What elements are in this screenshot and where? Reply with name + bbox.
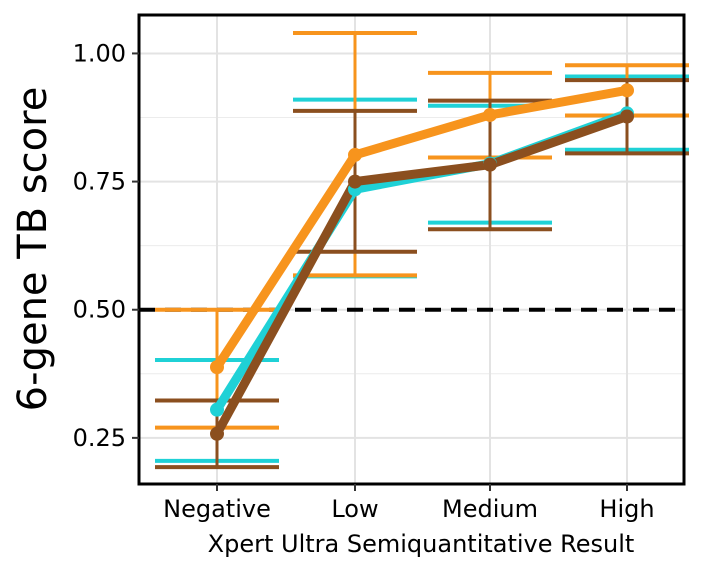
y-tick-label: 0.25 — [73, 424, 126, 452]
y-axis-title: 6-gene TB score — [10, 87, 56, 412]
data-point — [483, 107, 497, 122]
data-point — [348, 147, 362, 162]
x-axis: Negative Low Medium High — [163, 484, 655, 523]
x-axis-title: Xpert Ultra Semiquantitative Result — [208, 530, 635, 558]
data-point — [210, 402, 224, 417]
x-tick-label: Medium — [442, 495, 538, 523]
y-tick-label: 0.75 — [73, 168, 126, 196]
x-tick-label: Negative — [163, 495, 271, 523]
data-point — [483, 157, 497, 172]
x-tick-label: Low — [331, 495, 378, 523]
data-point — [620, 83, 634, 98]
data-point — [210, 426, 224, 441]
plot-frame — [137, 13, 686, 486]
data-point — [210, 360, 224, 375]
y-tick-label: 1.00 — [73, 39, 126, 67]
series-line — [212, 111, 632, 439]
y-axis: 0.25 0.50 0.75 1.00 — [73, 39, 139, 452]
data-point — [620, 109, 634, 124]
series-points — [210, 83, 634, 441]
data-point — [348, 174, 362, 189]
series-lines — [212, 85, 632, 439]
x-tick-label: High — [599, 495, 654, 523]
y-tick-label: 0.50 — [73, 296, 126, 324]
series-line — [212, 85, 632, 372]
